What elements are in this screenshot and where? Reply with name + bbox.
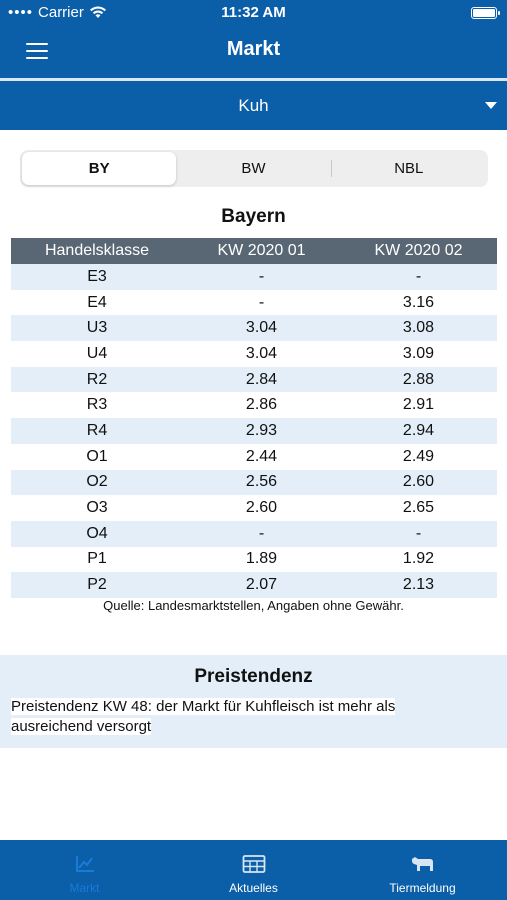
chevron-down-icon bbox=[485, 102, 497, 109]
page-title: Markt bbox=[226, 38, 281, 60]
segment-label: BY bbox=[88, 160, 110, 177]
class-cell: O1 bbox=[11, 443, 183, 470]
source-note: Quelle: Landesmarktstellen, Angaben ohne… bbox=[103, 598, 404, 613]
class-cell: R3 bbox=[11, 392, 183, 419]
class-cell: O3 bbox=[11, 495, 183, 521]
status-time: 11:32 AM bbox=[221, 4, 286, 21]
app-header: •••• Carrier 11:32 AM Markt Kuh bbox=[0, 0, 507, 130]
carrier-label: Carrier bbox=[38, 4, 84, 21]
table-row: E4-3.16 bbox=[11, 289, 497, 316]
price-trend-section: Preistendenz Preistendenz KW 48: der Mar… bbox=[0, 655, 507, 748]
value-cell: 2.56 bbox=[183, 469, 340, 496]
wifi-icon bbox=[89, 6, 106, 18]
header-handelsklasse: Handelsklasse bbox=[11, 238, 183, 264]
value-cell: 3.04 bbox=[183, 315, 340, 342]
table-row: R4 2.93 2.94 bbox=[11, 418, 497, 444]
class-cell: E3 bbox=[11, 264, 183, 290]
price-table: Handelsklasse KW 2020 01 KW 2020 02 E3- -… bbox=[11, 238, 497, 598]
status-left: •••• Carrier bbox=[8, 4, 107, 21]
status-bar: •••• Carrier 11:32 AM bbox=[0, 0, 507, 26]
value-cell: 2.44 bbox=[183, 443, 340, 470]
value-cell: 2.94 bbox=[340, 418, 497, 444]
value-cell: 2.60 bbox=[183, 495, 340, 521]
value-cell: 2.13 bbox=[340, 572, 497, 598]
newspaper-icon bbox=[241, 852, 267, 876]
region-segmented-control: BY BW NBL bbox=[20, 150, 488, 187]
tab-markt[interactable]: Markt bbox=[0, 840, 169, 900]
value-cell: 2.07 bbox=[183, 572, 340, 598]
table-row: R2 2.84 2.88 bbox=[11, 366, 497, 393]
segment-nbl[interactable]: NBL bbox=[332, 152, 486, 185]
value-cell: 2.86 bbox=[183, 392, 340, 419]
header-divider bbox=[0, 78, 507, 81]
chart-icon bbox=[72, 852, 98, 876]
value-cell: 2.93 bbox=[183, 418, 340, 444]
trend-text-line: Preistendenz KW 48: der Markt für Kuhfle… bbox=[11, 698, 396, 715]
signal-icon: •••• bbox=[8, 4, 34, 21]
value-cell: 2.84 bbox=[183, 366, 340, 393]
picker-value: Kuh bbox=[238, 96, 269, 115]
class-cell: O2 bbox=[11, 469, 183, 496]
value-cell: 2.65 bbox=[340, 495, 497, 521]
value-cell: 2.88 bbox=[340, 366, 497, 393]
value-cell: - bbox=[340, 264, 497, 290]
value-cell: 3.09 bbox=[340, 341, 497, 367]
value-cell: 2.91 bbox=[340, 392, 497, 419]
tab-aktuelles[interactable]: Aktuelles bbox=[169, 840, 338, 900]
battery-icon bbox=[471, 7, 500, 19]
segment-bw[interactable]: BW bbox=[176, 152, 330, 185]
class-cell: R2 bbox=[11, 366, 183, 393]
segment-by[interactable]: BY bbox=[22, 152, 177, 185]
table-row: O1 2.44 2.49 bbox=[11, 443, 497, 470]
trend-title: Preistendenz bbox=[194, 666, 313, 687]
table-row: O4- - bbox=[11, 520, 497, 547]
tab-tiermeldung[interactable]: Tiermeldung bbox=[338, 840, 507, 900]
class-cell: P1 bbox=[11, 546, 183, 573]
table-row: R3 2.86 2.91 bbox=[11, 392, 497, 419]
value-cell: - bbox=[183, 289, 340, 316]
class-cell: P2 bbox=[11, 572, 183, 598]
table-row: P2 2.07 2.13 bbox=[11, 572, 497, 598]
value-cell: 3.16 bbox=[340, 289, 497, 316]
class-cell: O4 bbox=[11, 520, 183, 547]
segment-divider bbox=[330, 160, 332, 177]
table-row: U3 3.04 3.08 bbox=[11, 315, 497, 342]
tab-label: Markt bbox=[69, 881, 100, 895]
header-week-2: KW 2020 02 bbox=[340, 238, 497, 264]
class-cell: U4 bbox=[11, 341, 183, 367]
navbar: Markt bbox=[0, 26, 507, 78]
value-cell: 1.89 bbox=[183, 546, 340, 573]
animal-type-picker[interactable]: Kuh bbox=[0, 81, 507, 130]
value-cell: 2.49 bbox=[340, 443, 497, 470]
cow-icon bbox=[410, 852, 436, 876]
value-cell: 3.04 bbox=[183, 341, 340, 367]
trend-text-line: ausreichend versorgt bbox=[11, 718, 152, 735]
region-title: Bayern bbox=[221, 206, 286, 227]
tab-label: Tiermeldung bbox=[389, 881, 456, 895]
tab-label: Aktuelles bbox=[229, 881, 278, 895]
table-row: E3- - bbox=[11, 264, 497, 290]
value-cell: 3.08 bbox=[340, 315, 497, 342]
trend-text: Preistendenz KW 48: der Markt für Kuhfle… bbox=[11, 697, 496, 737]
tab-bar: Markt Aktuelles Tiermeldung bbox=[0, 840, 507, 900]
value-cell: - bbox=[183, 264, 340, 290]
value-cell: 2.60 bbox=[340, 469, 497, 496]
class-cell: E4 bbox=[11, 289, 183, 316]
value-cell: 1.92 bbox=[340, 546, 497, 573]
segment-label: NBL bbox=[394, 160, 424, 177]
class-cell: R4 bbox=[11, 418, 183, 444]
value-cell: - bbox=[340, 520, 497, 547]
header-week-1: KW 2020 01 bbox=[183, 238, 340, 264]
value-cell: - bbox=[183, 520, 340, 547]
segment-label: BW bbox=[241, 160, 266, 177]
class-cell: U3 bbox=[11, 315, 183, 342]
table-row: O3 2.60 2.65 bbox=[11, 495, 497, 521]
menu-icon[interactable] bbox=[26, 43, 48, 61]
table-row: O2 2.56 2.60 bbox=[11, 469, 497, 496]
table-row: P1 1.89 1.92 bbox=[11, 546, 497, 573]
table-header-row: Handelsklasse KW 2020 01 KW 2020 02 bbox=[11, 238, 497, 264]
table-row: U4 3.04 3.09 bbox=[11, 341, 497, 367]
